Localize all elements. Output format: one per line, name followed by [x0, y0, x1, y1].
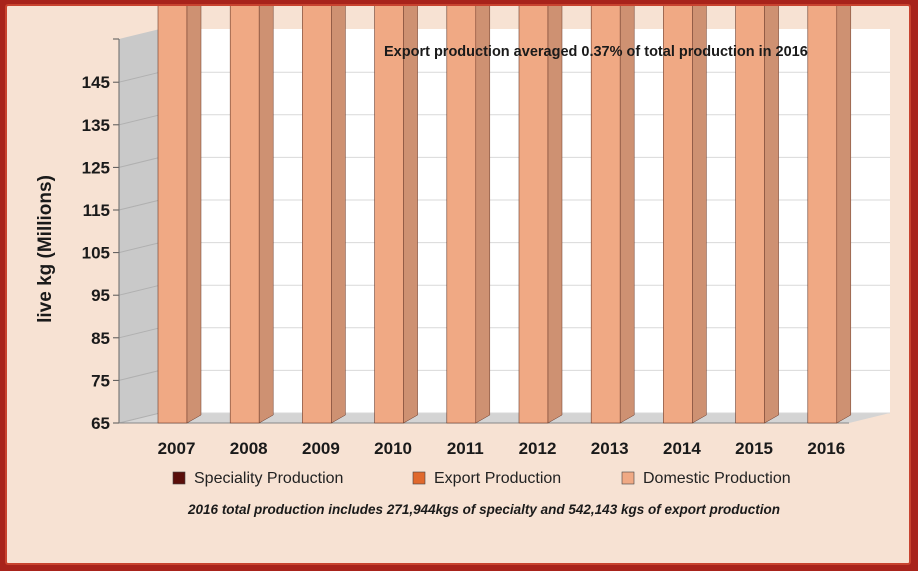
- bar-side-domestic-production: [692, 6, 707, 424]
- chart-annotation: Export production averaged 0.37% of tota…: [384, 44, 808, 60]
- x-tick-label: 2012: [519, 439, 557, 458]
- y-tick-label: 85: [91, 329, 110, 348]
- bar-side-domestic-production: [331, 6, 346, 424]
- legend-swatch: [621, 471, 635, 485]
- bar-segment-domestic-production: [374, 6, 404, 424]
- legend-label: Export Production: [434, 470, 561, 487]
- bar-segment-domestic-production: [302, 6, 332, 424]
- bar-side-domestic-production: [547, 6, 563, 424]
- bar-2011: [446, 6, 491, 424]
- bar-2015: [735, 6, 779, 424]
- y-tick-label: 125: [82, 158, 110, 177]
- y-tick-label: 105: [82, 244, 110, 263]
- gridline-side: [118, 327, 161, 339]
- stacked-bar-chart: 65 75 85 95 105 115 125 135 145 2007 2008 2009 2010…: [35, 6, 890, 517]
- bar-segment-domestic-production: [590, 6, 621, 424]
- gridline-side: [118, 71, 161, 83]
- bar-2010: [374, 6, 418, 424]
- x-tick-label: 2010: [374, 439, 412, 458]
- x-tick-label: 2014: [663, 439, 701, 458]
- bar-2009: [302, 6, 346, 424]
- bar-segment-domestic-production: [807, 6, 838, 424]
- x-tick-label: 2008: [230, 439, 268, 458]
- bar-2013: [590, 6, 635, 424]
- gridline-side: [118, 412, 161, 424]
- bars: [157, 6, 852, 424]
- y-tick-label: 145: [82, 73, 110, 92]
- gridline-side: [118, 114, 161, 126]
- bar-segment-domestic-production: [446, 6, 477, 424]
- y-tick-label: 135: [82, 116, 110, 135]
- y-axis-label: live kg (Millions): [35, 175, 56, 323]
- x-tick-label: 2016: [807, 439, 845, 458]
- y-axis-ticks: 65 75 85 95 105 115 125 135 145: [82, 73, 110, 433]
- x-axis-ticks: 2007 2008 2009 2010 2011 2012 2013 2014 2015 2016: [158, 439, 846, 458]
- y-tick-label: 75: [91, 371, 110, 390]
- y-tick-label: 95: [91, 286, 110, 305]
- bar-segment-domestic-production: [157, 6, 188, 424]
- bar-side-domestic-production: [619, 6, 635, 424]
- legend-swatch: [172, 471, 186, 485]
- legend-item: Export Production: [412, 470, 561, 487]
- bar-segment-domestic-production: [229, 6, 260, 424]
- gridline-side: [118, 199, 161, 211]
- y-tick-label: 115: [83, 201, 110, 220]
- bar-2014: [663, 6, 707, 424]
- legend-label: Domestic Production: [643, 470, 791, 487]
- footnote: 2016 total production includes 271,944kg…: [187, 502, 780, 517]
- bar-side-domestic-production: [186, 6, 202, 424]
- x-tick-label: 2009: [302, 439, 340, 458]
- plot-side-wall: [119, 29, 160, 423]
- legend-item: Speciality Production: [172, 470, 343, 487]
- bar-segment-domestic-production: [518, 6, 549, 424]
- gridline-side: [118, 284, 161, 296]
- gridline-side: [118, 156, 161, 168]
- gridline-side: [118, 242, 161, 254]
- bar-side-domestic-production: [475, 6, 491, 424]
- bar-segment-domestic-production: [663, 6, 693, 424]
- bar-2012: [518, 6, 563, 424]
- bar-side-domestic-production: [258, 6, 274, 424]
- x-tick-label: 2013: [591, 439, 629, 458]
- bar-side-domestic-production: [836, 6, 852, 424]
- legend-swatch: [412, 471, 426, 485]
- bar-side-domestic-production: [764, 6, 779, 424]
- x-tick-label: 2011: [447, 439, 484, 458]
- gridline-side: [118, 369, 161, 381]
- legend-item: Domestic Production: [621, 470, 791, 487]
- x-tick-label: 2015: [735, 439, 773, 458]
- bar-2007: [157, 6, 202, 424]
- bar-side-domestic-production: [403, 6, 418, 424]
- bar-segment-domestic-production: [735, 6, 765, 424]
- legend-label: Speciality Production: [194, 470, 343, 487]
- bar-2016: [807, 6, 852, 424]
- x-tick-label: 2007: [158, 439, 196, 458]
- y-tick-label: 65: [91, 414, 110, 433]
- chart-frame: 65 75 85 95 105 115 125 135 145 2007 2008 2009 2010…: [5, 4, 911, 565]
- bar-2008: [229, 6, 274, 424]
- legend: Speciality Production Export Production Do…: [172, 470, 791, 487]
